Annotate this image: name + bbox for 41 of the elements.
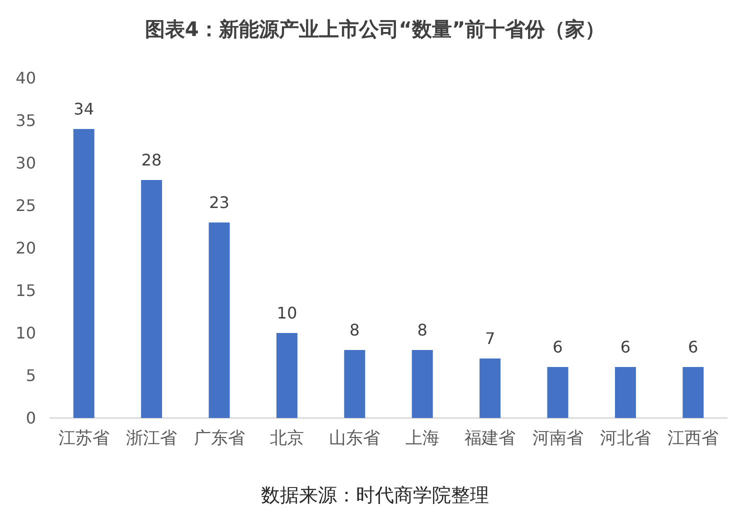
chart-title: 图表4：新能源产业上市公司“数量”前十省份（家） [144,17,606,41]
bar [208,222,230,418]
x-tick-label: 上海 [405,428,440,448]
bar [73,129,94,418]
data-label: 7 [484,329,496,348]
data-label: 8 [417,320,428,340]
y-tick-label: 35 [16,111,36,130]
x-tick-label: 北京 [270,428,304,448]
y-tick-label: 5 [26,366,36,385]
x-tick-label: 江西省 [668,428,719,448]
x-tick-label: 广东省 [194,428,245,448]
x-tick-label: 江苏省 [58,428,110,448]
x-tick-label: 福建省 [464,428,516,448]
data-label: 10 [276,304,298,322]
y-tick-label: 25 [16,196,36,215]
data-label: 8 [350,320,360,340]
y-tick-label: 0 [26,408,36,428]
bar [141,180,162,418]
y-tick-label: 30 [16,154,36,172]
y-tick-label: 40 [16,68,36,88]
x-tick-label: 河南省 [532,428,584,448]
bar [547,367,568,418]
x-tick-label: 河北省 [600,428,651,448]
y-tick-label: 20 [16,238,36,258]
bar [480,358,501,418]
y-tick-label: 15 [16,281,36,300]
data-label: 6 [552,338,563,356]
x-tick-label: 浙江省 [126,428,178,448]
data-label: 23 [209,193,230,212]
y-tick-label: 10 [16,324,36,342]
data-label: 28 [141,150,162,170]
bar [344,350,366,418]
data-label: 34 [74,100,94,118]
data-label: 6 [688,338,698,356]
source-note: 数据来源：时代商学院整理 [261,484,489,506]
bar [412,350,433,418]
bar [276,333,298,418]
bar [614,367,636,418]
x-tick-label: 山东省 [329,428,380,448]
data-label: 6 [620,338,631,356]
bar [682,367,704,418]
